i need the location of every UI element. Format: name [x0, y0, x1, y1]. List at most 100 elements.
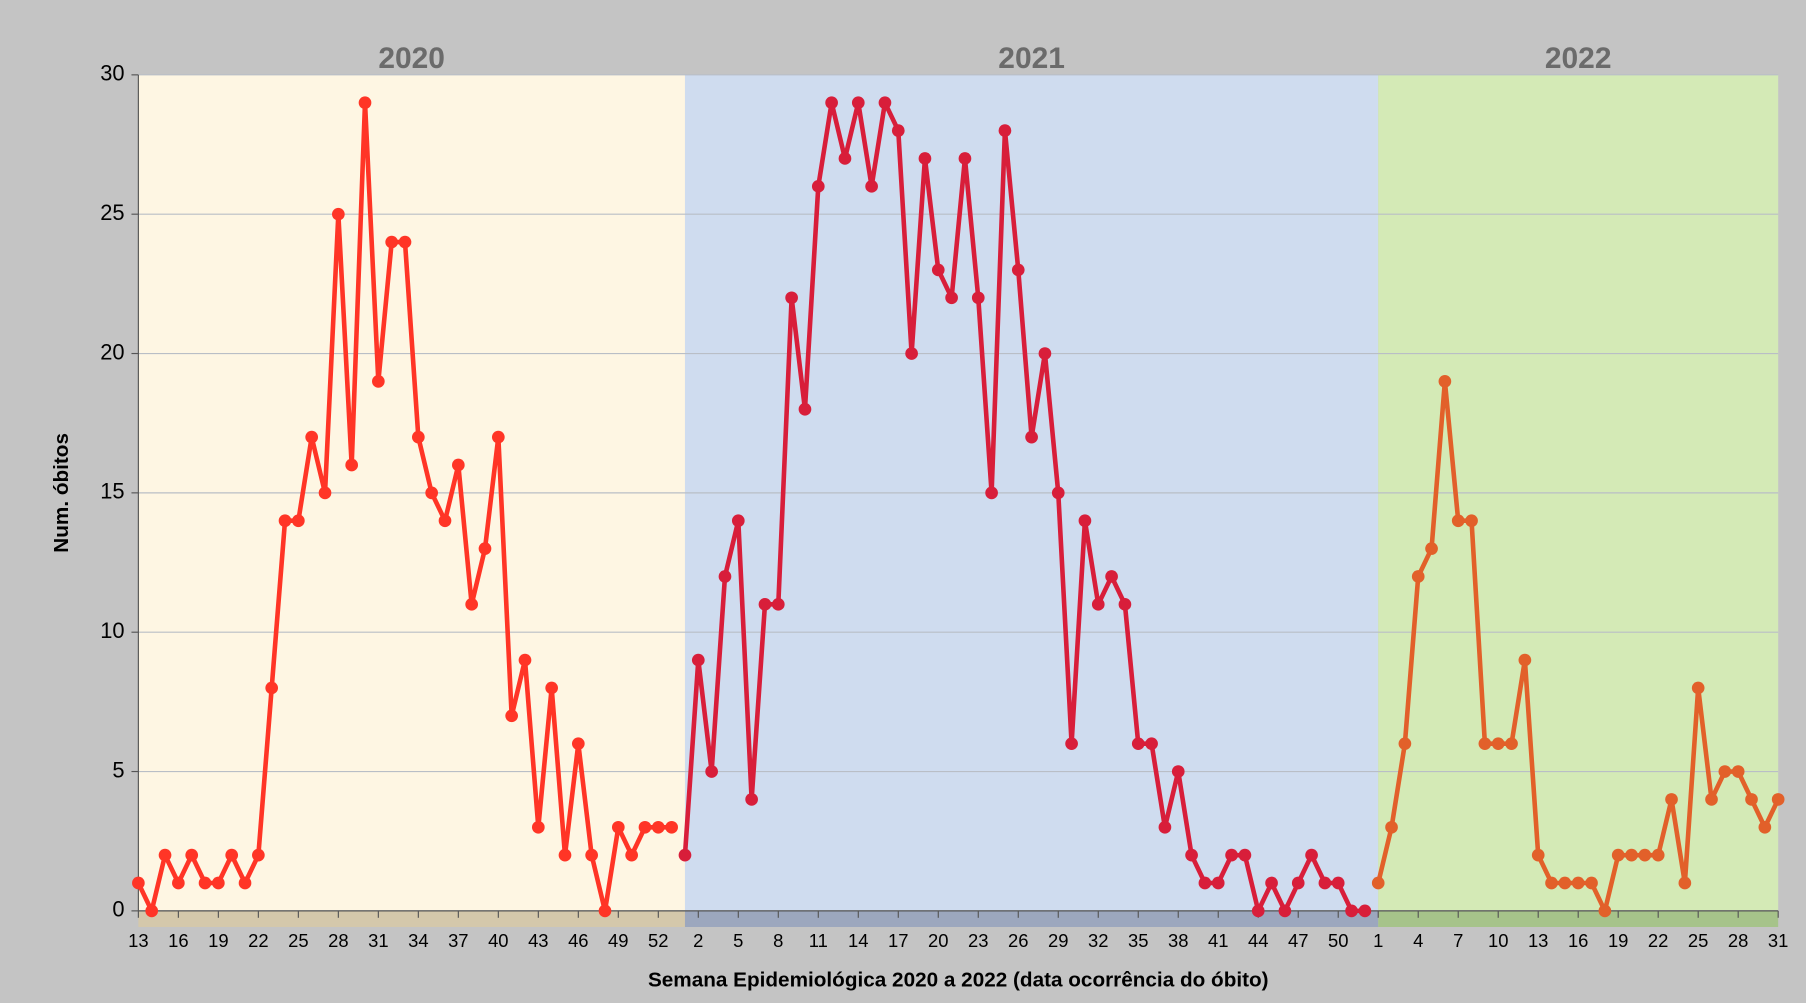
data-point	[598, 904, 612, 918]
y-tick-label: 0	[112, 897, 124, 922]
y-tick-label: 20	[100, 339, 124, 364]
data-point	[878, 96, 892, 110]
data-point	[531, 820, 545, 834]
data-point	[1718, 765, 1732, 778]
data-point	[971, 291, 985, 305]
data-point	[798, 402, 812, 416]
data-point	[1025, 430, 1038, 444]
data-point	[1438, 375, 1452, 388]
data-point	[1411, 570, 1425, 583]
data-point	[1211, 876, 1225, 890]
series-line	[682, 100, 1368, 914]
data-point	[172, 876, 185, 890]
x-tick-label: 41	[1208, 930, 1228, 951]
data-point	[358, 96, 372, 110]
data-point	[478, 542, 492, 555]
data-point	[225, 848, 239, 862]
data-point	[678, 848, 692, 862]
year-label: 2020	[378, 42, 445, 75]
x-axis-label: Semana Epidemiológica 2020 a 2022 (data …	[648, 969, 1269, 992]
year-band	[138, 910, 685, 927]
data-point	[1225, 848, 1238, 862]
x-tick-label: 1	[1373, 930, 1383, 951]
data-point	[1425, 542, 1438, 555]
y-tick-label: 15	[100, 479, 124, 504]
data-point	[505, 709, 518, 723]
data-point	[771, 597, 785, 611]
data-point	[1131, 737, 1145, 751]
data-point	[1398, 737, 1412, 751]
x-tick-label: 52	[648, 930, 668, 951]
data-point	[318, 486, 332, 500]
data-point	[1198, 876, 1212, 890]
data-point	[198, 876, 212, 890]
data-point	[945, 291, 958, 305]
data-point	[1185, 848, 1198, 862]
data-point	[1598, 904, 1612, 918]
data-point	[985, 486, 998, 500]
x-tick-label: 26	[1008, 930, 1028, 951]
x-tick-label: 47	[1288, 930, 1308, 951]
data-point	[1331, 876, 1345, 890]
data-point	[838, 152, 852, 165]
data-point	[931, 263, 945, 277]
data-point	[332, 207, 345, 221]
data-point	[345, 458, 359, 472]
data-point	[558, 848, 572, 862]
year-band	[684, 910, 1379, 927]
x-tick-label: 16	[1568, 930, 1588, 951]
y-tick-label: 30	[100, 61, 124, 86]
data-point	[185, 848, 199, 862]
x-tick-label: 25	[1688, 930, 1708, 951]
data-point	[851, 96, 865, 110]
x-tick-label: 35	[1128, 930, 1148, 951]
x-tick-label: 23	[968, 930, 988, 951]
x-tick-label: 19	[208, 930, 228, 951]
data-point	[1265, 876, 1278, 890]
x-tick-label: 10	[1488, 930, 1508, 951]
x-tick-label: 2	[693, 930, 703, 951]
y-axis-label: Num. óbitos	[50, 433, 73, 553]
data-point	[1118, 597, 1132, 611]
data-point	[825, 96, 838, 110]
x-tick-label: 32	[1088, 930, 1108, 951]
data-point	[1051, 486, 1065, 500]
x-tick-label: 28	[328, 930, 348, 951]
x-tick-label: 13	[1528, 930, 1548, 951]
data-point	[665, 820, 678, 834]
data-point	[1531, 848, 1545, 862]
year-label: 2021	[998, 42, 1065, 75]
data-point	[132, 876, 145, 890]
data-point	[1478, 737, 1492, 751]
data-point	[425, 486, 439, 500]
data-point	[958, 152, 972, 165]
y-tick-label: 10	[100, 618, 124, 643]
data-point	[1451, 514, 1465, 528]
data-point	[385, 235, 399, 249]
data-point	[691, 653, 705, 667]
data-point	[758, 597, 772, 611]
data-point	[1278, 904, 1292, 918]
data-point	[571, 737, 585, 751]
x-tick-label: 25	[288, 930, 308, 951]
data-point	[1011, 263, 1025, 277]
data-point	[1691, 681, 1705, 695]
x-tick-label: 40	[488, 930, 508, 951]
data-point	[811, 179, 825, 193]
x-tick-label: 5	[733, 930, 743, 951]
x-tick-label: 8	[773, 930, 783, 951]
x-tick-label: 46	[568, 930, 588, 951]
data-point	[785, 291, 798, 305]
data-point	[1611, 848, 1625, 862]
year-label: 2022	[1545, 42, 1612, 75]
data-point	[1731, 765, 1745, 778]
data-point	[518, 653, 532, 667]
data-point	[491, 430, 505, 444]
data-point	[1065, 737, 1078, 751]
x-tick-label: 20	[928, 930, 948, 951]
x-tick-label: 50	[1328, 930, 1348, 951]
data-point	[292, 514, 305, 528]
data-point	[1251, 904, 1265, 918]
data-point	[1091, 597, 1105, 611]
x-tick-label: 38	[1168, 930, 1188, 951]
